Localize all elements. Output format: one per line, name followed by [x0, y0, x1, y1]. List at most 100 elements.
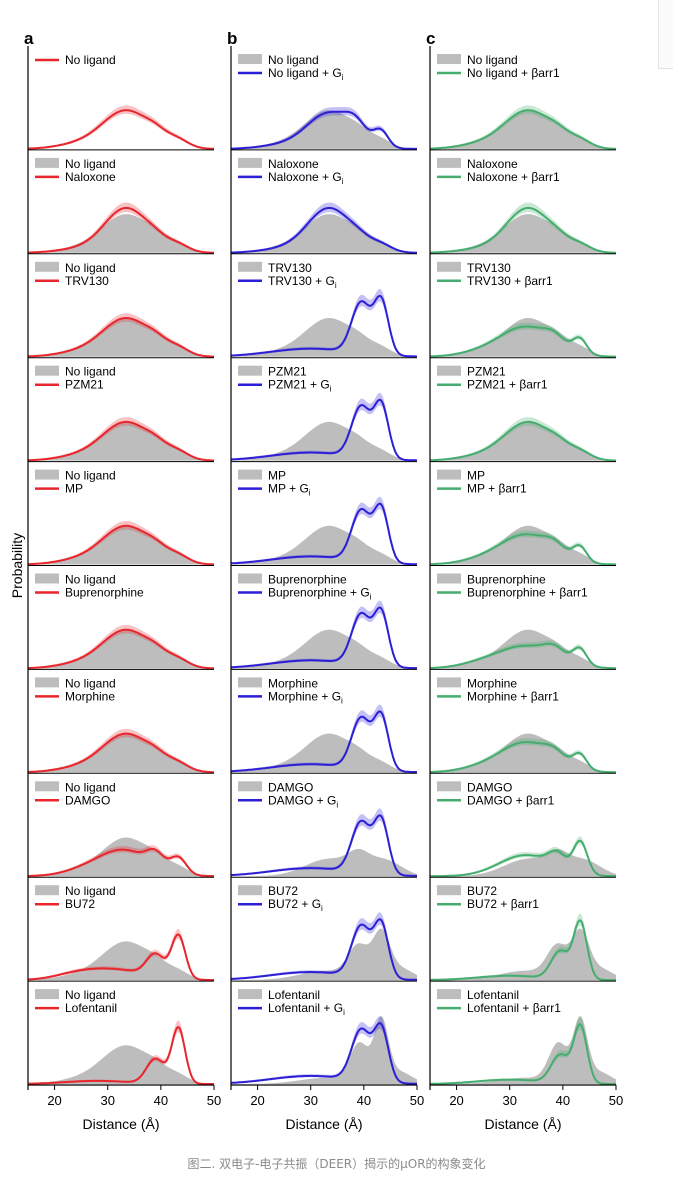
- distribution-line: [430, 325, 616, 358]
- scrollbar[interactable]: [658, 0, 673, 69]
- legend-label-series: No ligand + βarr1: [467, 66, 560, 80]
- legend-swatch-reference: [437, 54, 461, 64]
- distribution-line: [430, 1022, 616, 1085]
- legend-swatch-reference: [238, 157, 262, 168]
- confidence-band: [28, 521, 214, 565]
- legend-swatch-reference: [35, 989, 59, 1000]
- x-tick-label: 40: [556, 1093, 570, 1108]
- legend-swatch-reference: [437, 573, 461, 584]
- panel-letter-c: c: [426, 29, 435, 48]
- distribution-line: [231, 110, 417, 150]
- legend-label-reference: Lofentanil: [467, 988, 519, 1002]
- legend-label-reference: Naloxone: [268, 157, 319, 171]
- legend-label-series: Morphine: [65, 689, 115, 703]
- legend-swatch-reference: [437, 365, 461, 376]
- reference-distribution: [231, 110, 417, 149]
- distribution-line: [430, 919, 616, 982]
- legend-label-reference: TRV130: [268, 261, 312, 275]
- reference-distribution: [430, 629, 616, 669]
- legend-label-series: No ligand: [65, 53, 116, 67]
- legend-label-series: Buprenorphine + Gi: [268, 586, 372, 602]
- reference-distribution: [28, 837, 214, 877]
- legend-label-reference: No ligand: [65, 157, 116, 171]
- legend-swatch-reference: [35, 573, 59, 584]
- legend-label-series: TRV130 + βarr1: [467, 274, 553, 288]
- confidence-band: [430, 417, 616, 461]
- x-tick-label: 30: [303, 1093, 317, 1108]
- legend-swatch-reference: [35, 469, 59, 480]
- confidence-band: [430, 202, 616, 253]
- legend-label-series: Lofentanil + Gi: [268, 1001, 345, 1017]
- legend-swatch-reference: [35, 365, 59, 376]
- legend-swatch-reference: [437, 989, 461, 1000]
- legend-label-series: DAMGO + βarr1: [467, 793, 555, 807]
- x-axis-label: Distance (Å): [82, 1116, 159, 1132]
- reference-distribution: [28, 421, 214, 461]
- distribution-line: [27, 628, 214, 670]
- reference-distribution: [231, 318, 417, 357]
- reference-distribution: [231, 214, 417, 253]
- panel-letter-b: b: [227, 29, 237, 48]
- legend-label-reference: No ligand: [65, 365, 116, 379]
- reference-distribution: [231, 525, 417, 565]
- x-tick-label: 20: [47, 1093, 61, 1108]
- confidence-band: [28, 417, 214, 461]
- distribution-line: [27, 732, 214, 774]
- reference-distribution: [430, 1016, 616, 1084]
- reference-distribution: [430, 318, 616, 357]
- y-axis-label: Probability: [9, 533, 25, 598]
- legend-swatch-reference: [35, 885, 59, 896]
- reference-distribution: [430, 928, 616, 981]
- x-axis-label: Distance (Å): [484, 1116, 561, 1132]
- legend-label-series: PZM21 + βarr1: [467, 378, 548, 392]
- legend-swatch-reference: [238, 885, 262, 896]
- legend-label-reference: Morphine: [467, 676, 517, 690]
- reference-distribution: [28, 629, 214, 669]
- panel-letter-a: a: [24, 29, 34, 48]
- legend-label-reference: DAMGO: [467, 780, 512, 794]
- reference-distribution: [28, 941, 214, 981]
- legend-label-series: BU72 + βarr1: [467, 897, 539, 911]
- legend-label-series: TRV130 + Gi: [268, 274, 337, 290]
- legend-swatch-reference: [437, 261, 461, 272]
- legend-label-reference: No ligand: [65, 676, 116, 690]
- distribution-line: [230, 710, 418, 774]
- legend-label-series: PZM21 + Gi: [268, 378, 332, 394]
- x-tick-label: 30: [502, 1093, 516, 1108]
- distribution-line: [27, 524, 214, 566]
- legend-swatch-reference: [238, 54, 262, 64]
- distribution-line: [430, 533, 616, 566]
- distribution-line: [430, 839, 616, 878]
- distribution-line: [230, 1022, 418, 1085]
- legend-label-series: DAMGO: [65, 793, 110, 807]
- legend-label-reference: BU72: [467, 884, 497, 898]
- legend-label-reference: No ligand: [268, 53, 319, 67]
- legend-swatch-reference: [437, 677, 461, 688]
- legend-label-series: No ligand + Gi: [268, 66, 344, 82]
- reference-distribution: [231, 928, 417, 981]
- x-tick-label: 50: [609, 1093, 623, 1108]
- distribution-line: [27, 317, 214, 358]
- legend-label-reference: MP: [268, 469, 286, 483]
- legend-swatch-reference: [238, 781, 262, 792]
- legend-label-series: Buprenorphine: [65, 586, 144, 600]
- legend-label-series: BU72 + Gi: [268, 897, 323, 913]
- legend-label-series: PZM21: [65, 378, 104, 392]
- legend-label-series: Buprenorphine + βarr1: [467, 586, 588, 600]
- legend-swatch-reference: [35, 157, 59, 168]
- legend-label-series: DAMGO + Gi: [268, 793, 338, 809]
- confidence-band: [28, 313, 214, 357]
- distribution-line: [430, 642, 616, 670]
